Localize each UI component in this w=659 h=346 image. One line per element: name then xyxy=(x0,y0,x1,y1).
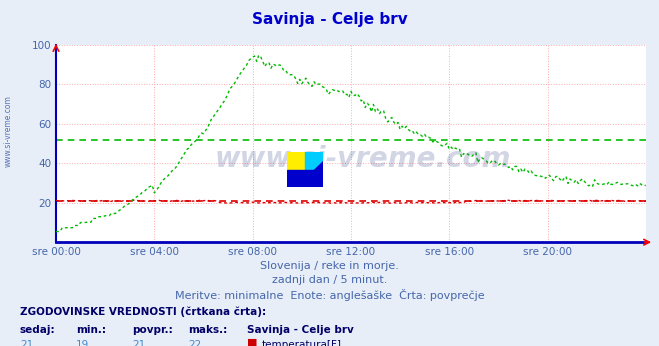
Text: sedaj:: sedaj: xyxy=(20,325,55,335)
Text: 21: 21 xyxy=(20,340,33,346)
Bar xyxy=(304,152,323,170)
Polygon shape xyxy=(296,161,323,187)
Text: www.si-vreme.com: www.si-vreme.com xyxy=(214,145,511,173)
Text: Meritve: minimalne  Enote: anglešaške  Črta: povprečje: Meritve: minimalne Enote: anglešaške Črt… xyxy=(175,289,484,301)
Text: Slovenija / reke in morje.: Slovenija / reke in morje. xyxy=(260,261,399,271)
Text: zadnji dan / 5 minut.: zadnji dan / 5 minut. xyxy=(272,275,387,285)
Text: 22: 22 xyxy=(188,340,201,346)
Text: ■: ■ xyxy=(247,338,258,346)
Text: maks.:: maks.: xyxy=(188,325,227,335)
Text: www.si-vreme.com: www.si-vreme.com xyxy=(3,95,13,167)
Text: min.:: min.: xyxy=(76,325,106,335)
Text: povpr.:: povpr.: xyxy=(132,325,173,335)
Text: 19: 19 xyxy=(76,340,89,346)
Text: Savinja - Celje brv: Savinja - Celje brv xyxy=(247,325,354,335)
Bar xyxy=(287,152,304,170)
Text: Savinja - Celje brv: Savinja - Celje brv xyxy=(252,12,407,27)
Text: ZGODOVINSKE VREDNOSTI (črtkana črta):: ZGODOVINSKE VREDNOSTI (črtkana črta): xyxy=(20,306,266,317)
Text: 21: 21 xyxy=(132,340,145,346)
Text: temperatura[F]: temperatura[F] xyxy=(262,340,341,346)
Bar xyxy=(287,170,323,187)
